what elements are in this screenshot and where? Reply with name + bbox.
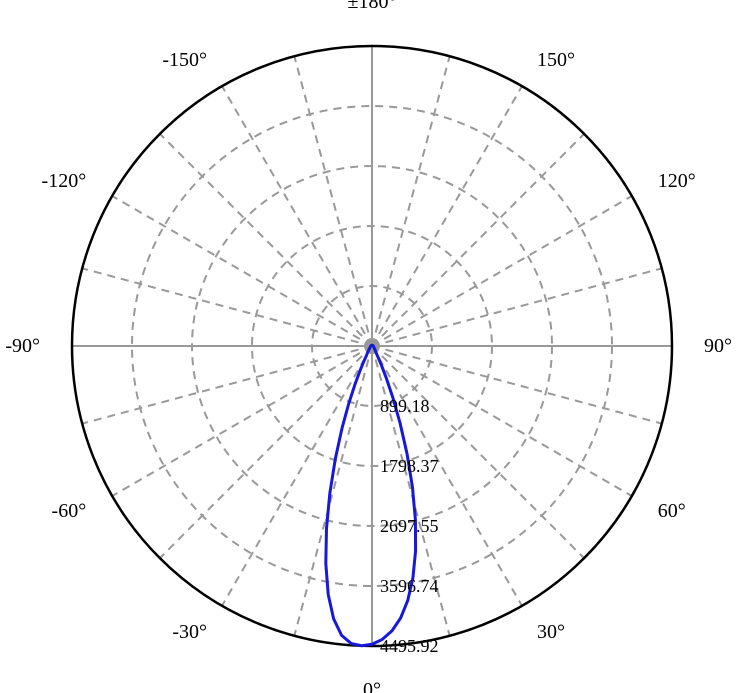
angle-label: 150° [537, 49, 575, 71]
radial-tick-label: 3596.74 [380, 576, 439, 596]
angle-label: -30° [172, 621, 207, 643]
angle-label: -90° [5, 335, 40, 357]
radial-tick-label: 2697.55 [380, 516, 439, 536]
angle-label: 90° [704, 335, 732, 357]
angle-label: ±180° [348, 0, 397, 13]
radial-tick-label: 899.18 [380, 396, 430, 416]
angle-label: 60° [658, 500, 686, 522]
radial-tick-label: 1798.37 [380, 456, 439, 476]
angle-label: 30° [537, 621, 565, 643]
polar-chart: ±180° 150° 120° 90° 60° 30° 0° -30° -60° -90° -120… [0, 0, 744, 693]
radial-tick-label: 4495.92 [380, 636, 439, 656]
angle-label: -150° [162, 49, 207, 71]
angle-label: -60° [52, 500, 87, 522]
angle-label: 0° [363, 679, 381, 693]
angle-label: -120° [42, 170, 87, 192]
angle-label: 120° [658, 170, 696, 192]
